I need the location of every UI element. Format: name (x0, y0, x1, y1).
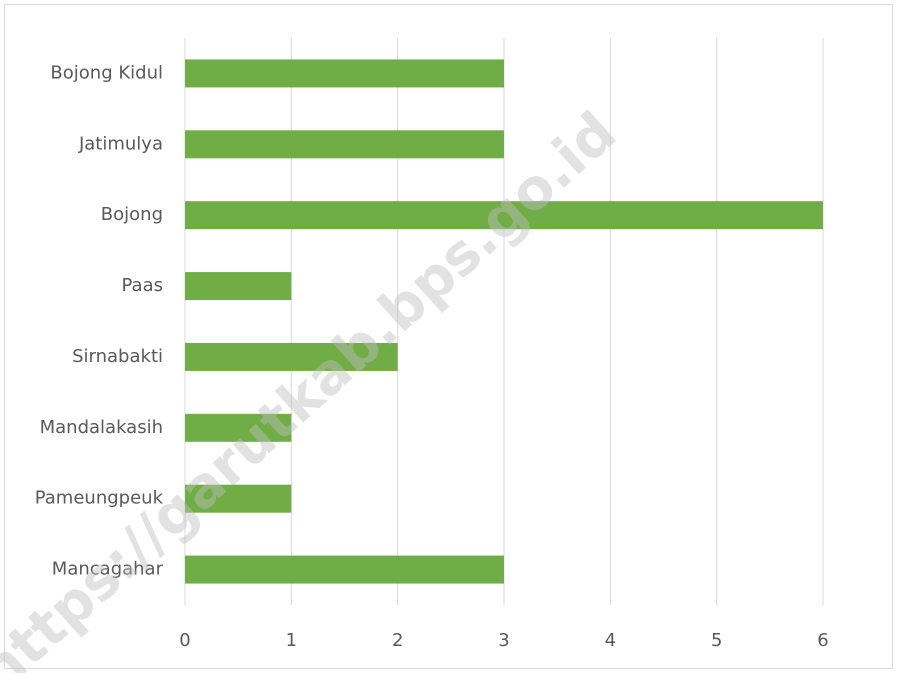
bar (185, 201, 823, 230)
y-tick-label: Pameungpeuk (35, 488, 164, 509)
x-tick-label: 4 (605, 630, 616, 651)
x-tick-label: 6 (817, 630, 828, 651)
bar (185, 413, 292, 442)
y-tick-label: Jatimulya (78, 133, 163, 154)
y-tick-label: Mancagahar (52, 559, 164, 580)
bar (185, 555, 504, 584)
bar (185, 484, 292, 513)
bar (185, 130, 504, 159)
y-tick-label: Paas (122, 275, 163, 296)
x-tick-label: 2 (392, 630, 403, 651)
bar (185, 342, 398, 371)
bar (185, 272, 292, 301)
bar (185, 59, 504, 88)
x-tick-label: 1 (286, 630, 297, 651)
x-tick-label: 5 (711, 630, 722, 651)
x-tick-label: 0 (179, 630, 190, 651)
y-tick-label: Mandalakasih (40, 417, 163, 438)
y-tick-label: Bojong (101, 204, 163, 225)
x-tick-label: 3 (498, 630, 509, 651)
y-tick-label: Sirnabakti (72, 346, 163, 367)
y-tick-label: Bojong Kidul (50, 62, 163, 83)
